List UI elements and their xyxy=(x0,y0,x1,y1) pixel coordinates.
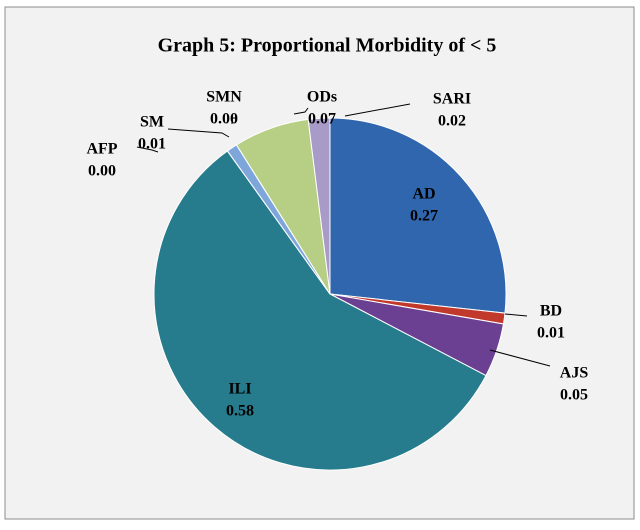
leader-line xyxy=(167,128,230,138)
slice-value-label: 0.27 xyxy=(410,208,438,225)
leader-line xyxy=(136,146,159,153)
slice-value-label: 0.00 xyxy=(88,163,116,180)
pie-slice xyxy=(153,150,487,471)
slice-label: AJS xyxy=(560,365,589,382)
slice-label: AFP xyxy=(86,141,117,158)
slice-label: BD xyxy=(540,303,562,320)
pie-slice xyxy=(329,117,507,314)
slice-value-label: 0.05 xyxy=(560,387,588,404)
slice-value-label: 0.58 xyxy=(226,403,254,420)
slice-label: SARI xyxy=(433,91,471,108)
slice-label: ODs xyxy=(307,89,337,106)
slice-value-label: 0.07 xyxy=(308,111,336,128)
slice-label: SM xyxy=(140,114,164,131)
slice-value-label: 0.02 xyxy=(438,113,466,130)
slice-value-label: 0.01 xyxy=(537,325,565,342)
slice-value-label: 0.01 xyxy=(138,136,166,153)
leader-line xyxy=(293,107,309,115)
slice-label: SMN xyxy=(206,89,242,106)
chart-title: Graph 5: Proportional Morbidity of < 5 xyxy=(158,35,497,57)
leader-line xyxy=(231,117,236,124)
pie-slice xyxy=(307,117,331,295)
leader-line xyxy=(489,349,551,367)
slice-label: AD xyxy=(412,186,435,203)
slice-label: ILI xyxy=(228,381,251,398)
leader-line xyxy=(344,103,411,117)
slice-value-label: 0.00 xyxy=(210,111,238,128)
leader-line xyxy=(504,313,528,317)
